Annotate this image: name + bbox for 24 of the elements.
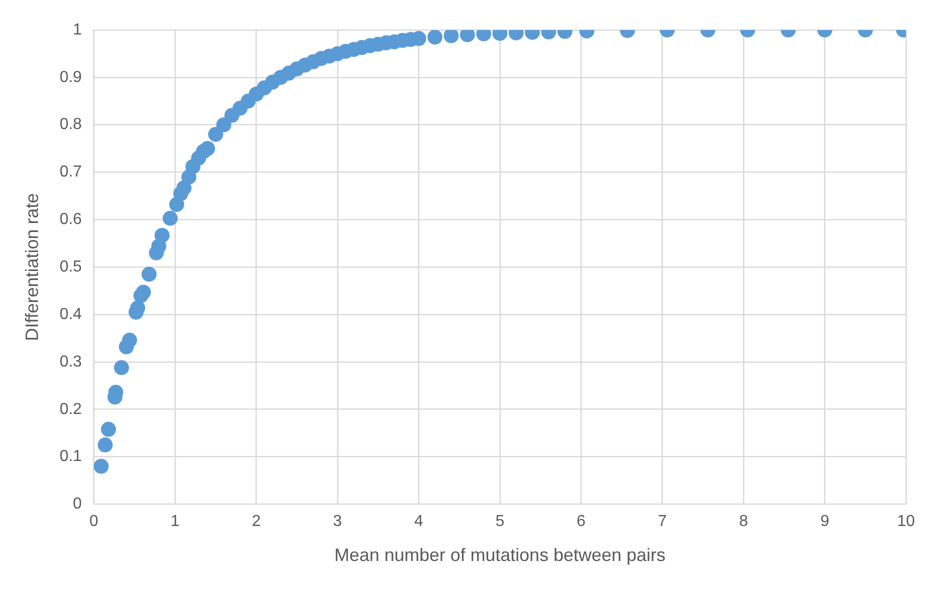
x-tick-label: 1 bbox=[170, 513, 180, 530]
y-tick-label: 0.1 bbox=[60, 448, 82, 466]
y-tick-label: 0.9 bbox=[60, 68, 82, 86]
y-tick-label: 0.5 bbox=[60, 258, 82, 276]
x-tick-label: 4 bbox=[414, 513, 424, 530]
x-tick-label: 7 bbox=[658, 513, 667, 530]
x-tick-label: 10 bbox=[897, 513, 915, 530]
x-tick-label: 2 bbox=[252, 513, 261, 530]
y-tick-label: 1 bbox=[72, 21, 82, 38]
x-tick-label: 8 bbox=[739, 513, 748, 530]
x-tick-label: 3 bbox=[333, 513, 342, 530]
x-tick-label: 6 bbox=[576, 513, 586, 530]
y-tick-label: 0.2 bbox=[60, 400, 82, 418]
x-tick-label: 0 bbox=[89, 513, 98, 530]
y-tick-label: 0 bbox=[72, 496, 82, 513]
y-tick-label: 0.7 bbox=[60, 164, 82, 181]
y-tick-label: 0.8 bbox=[60, 116, 82, 134]
x-axis-title: Mean number of mutations between pairs bbox=[334, 545, 666, 566]
y-tick-label: 0.6 bbox=[60, 211, 82, 228]
y-axis-title: DIfferentiation rate bbox=[22, 193, 42, 341]
x-tick-label: 9 bbox=[820, 513, 830, 530]
y-tick-label: 0.4 bbox=[60, 306, 82, 323]
y-tick-label: 0.3 bbox=[60, 353, 82, 370]
x-tick-label: 5 bbox=[495, 513, 504, 530]
